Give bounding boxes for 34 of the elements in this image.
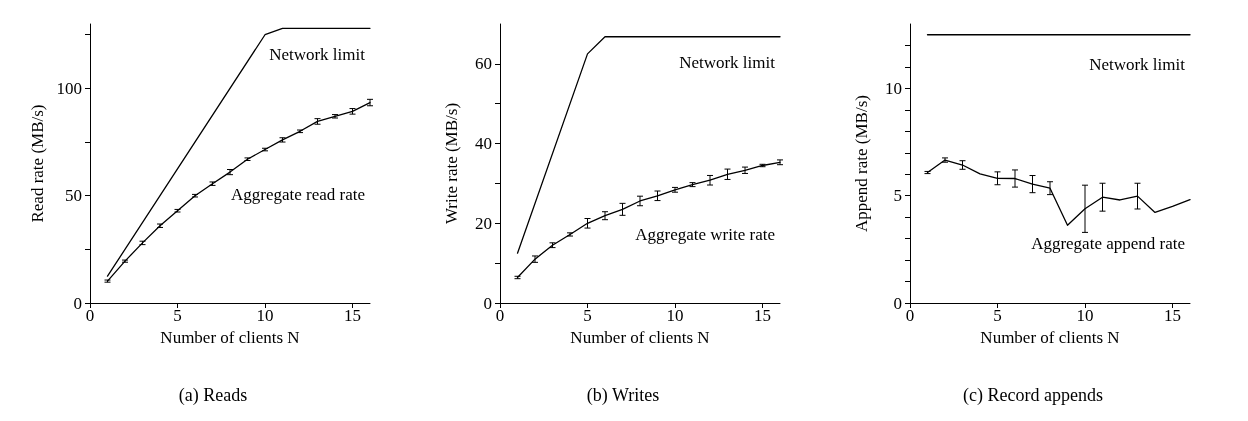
- x-tick-label: 15: [754, 306, 771, 325]
- y-axis-title: Append rate (MB/s): [852, 95, 871, 232]
- series-label: Aggregate append rate: [1031, 234, 1185, 254]
- x-axis-title: Number of clients N: [160, 327, 300, 347]
- y-tick-label: 40: [475, 134, 492, 154]
- x-tick-label: 0: [905, 306, 915, 325]
- y-axis-title: Read rate (MB/s): [27, 104, 47, 223]
- x-tick-label: 15: [344, 306, 361, 325]
- y-tick-label: 5: [893, 186, 902, 206]
- text: (a) Reads: [178, 385, 248, 406]
- y-tick-label: 20: [475, 213, 492, 233]
- x-tick-label: 10: [666, 306, 684, 325]
- y-tick-label: 50: [65, 186, 82, 206]
- x-tick-label: 5: [173, 306, 182, 325]
- text: (c) Record appends: [963, 385, 1103, 406]
- x-tick-label: 5: [583, 306, 592, 325]
- x-tick-label: 5: [993, 306, 1002, 325]
- y-tick-label: 100: [56, 78, 82, 98]
- text: (b) Writes: [586, 385, 660, 406]
- series-label: Network limit: [269, 44, 366, 64]
- y-tick-label: 60: [475, 54, 492, 74]
- series-label: Aggregate read rate: [230, 185, 365, 205]
- y-tick-label: 10: [885, 78, 902, 98]
- series-label: Network limit: [679, 53, 776, 73]
- series-label: Aggregate write rate: [635, 224, 775, 244]
- x-tick-label: 0: [495, 306, 505, 325]
- x-tick-label: 10: [1076, 306, 1094, 325]
- x-axis-title: Number of clients N: [570, 327, 710, 347]
- x-tick-label: 10: [256, 306, 274, 325]
- x-tick-label: 0: [85, 306, 95, 325]
- x-tick-label: 15: [1164, 306, 1181, 325]
- x-axis-title: Number of clients N: [980, 327, 1120, 347]
- series-label: Network limit: [1089, 55, 1186, 75]
- y-axis-title: Write rate (MB/s): [442, 102, 461, 225]
